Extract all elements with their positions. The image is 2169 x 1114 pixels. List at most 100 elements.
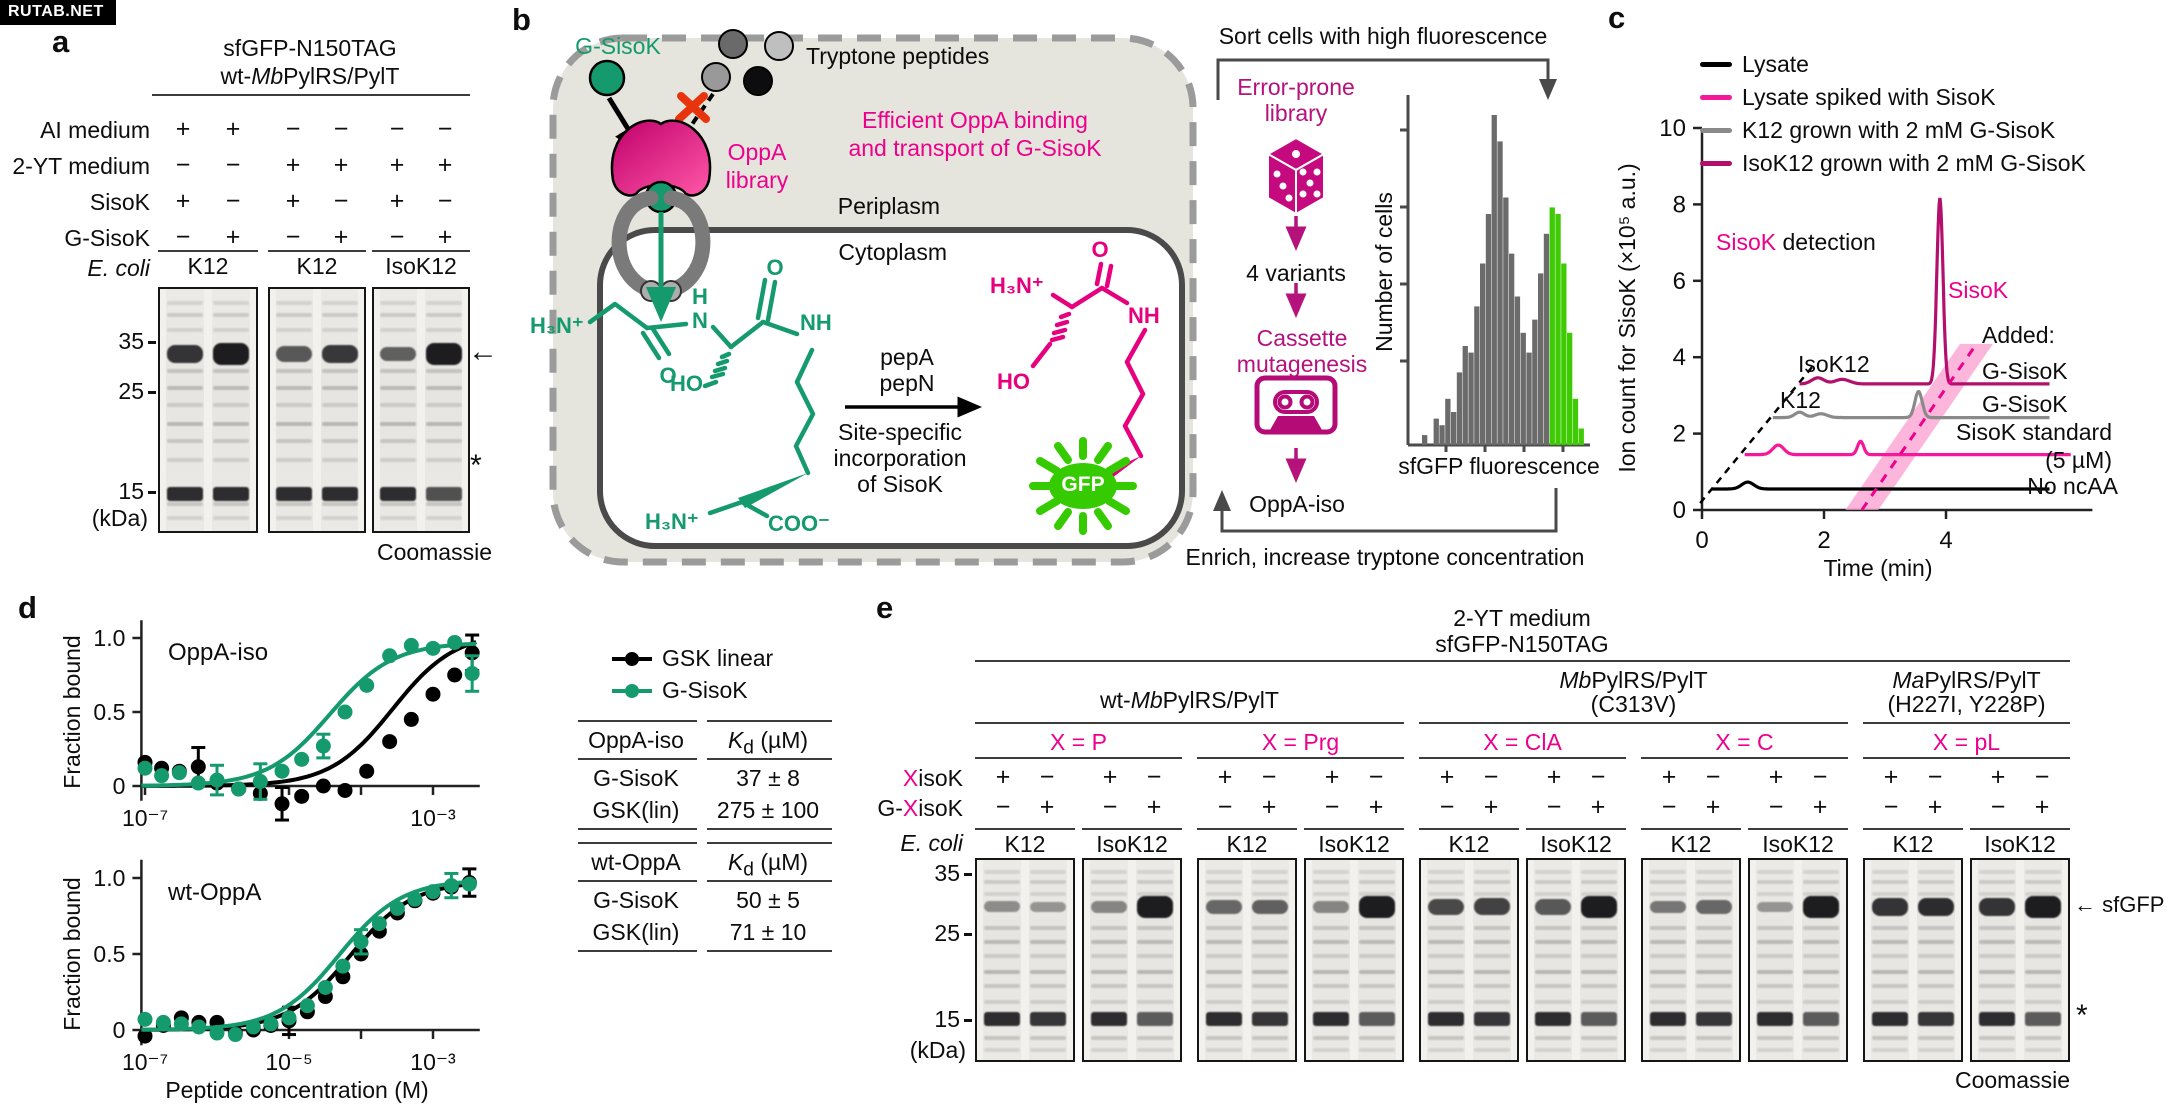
chem-m-h3n: H₃N⁺ [990,273,1044,298]
group-header: MbPylRS/PylT [1559,668,1707,692]
gel-band [1029,1000,1067,1004]
gel-band [1029,984,1067,988]
gel-lane [379,289,418,531]
sisok-peak-label: SisoK [1948,277,2009,303]
error-prone-2: library [1264,100,1328,126]
gel-band [1534,1000,1572,1004]
gel-band [1756,870,1794,874]
chem-h3n-2: H₃N⁺ [645,509,699,534]
gel-band [276,301,313,306]
plus-minus-cell: + [1590,793,1606,821]
sfgfp-band [425,342,462,365]
gel-band [1534,880,1572,884]
band-15kda [1358,1012,1396,1027]
gel-lane [1648,860,1688,1060]
enrich-loop-arrow [1213,488,1558,533]
plus-minus-cell: + [437,223,453,251]
gel-band [983,880,1021,884]
kda-tick [964,873,972,876]
sfgfp-band [166,344,204,364]
gel-band [2024,1048,2062,1052]
data-point [335,958,351,974]
oppa-library-line-1: OppA [727,139,787,165]
subheader-rule [1863,757,2070,759]
gel-band [1534,970,1572,974]
plus-minus-cell: + [225,223,241,251]
band-15kda [1917,1012,1955,1027]
gel-band [1534,1036,1572,1040]
table1-row1-value: 37 ± 8 [736,765,800,791]
gel-lane [1426,860,1466,1060]
plus-minus-cell: − [1324,793,1340,821]
gel-band [1695,940,1733,944]
gel-band [1871,926,1909,930]
gxisok-rest: isoK [918,795,963,821]
legend-swatch [1700,161,1732,166]
trace-lysate-spiked-with-sisok [1744,439,2071,457]
strain-overline [372,250,470,252]
gel-band [1649,1000,1687,1004]
gel-band [1978,892,2016,896]
gel-band [2024,926,2062,930]
gel-band [1473,954,1511,958]
plus-minus-cell: + [1927,793,1943,821]
plus-minus-cell: + [1483,793,1499,821]
gel-band [425,368,462,373]
gel-band [1649,926,1687,930]
gel-band [1978,870,2016,874]
g-sisok-structure [587,277,816,519]
gel-band [276,385,313,390]
plus-minus-cell: − [1768,793,1784,821]
gel-band [321,501,358,506]
gel-band [212,516,250,521]
gel-band [380,422,417,427]
gel-band [1090,870,1128,874]
plus-minus-cell: − [437,115,453,143]
gel-band [380,313,417,318]
gel-band [425,501,462,506]
gel-band [1136,870,1174,874]
header-rule [152,94,470,96]
gel-band [1580,954,1618,958]
plus-minus-cell: + [1705,793,1721,821]
gel-band [1871,1048,1909,1052]
plus-minus-cell: − [1927,763,1943,791]
plus-minus-cell: − [333,115,349,143]
plus-minus-cell: + [285,187,301,215]
plus-minus-cell: − [1146,763,1162,791]
gel-block [1082,858,1182,1062]
hist-bin [1520,332,1526,445]
strain-overline [1304,828,1404,830]
strain-overline [1082,828,1182,830]
gel-band [1090,926,1128,930]
gel-band [1205,1048,1243,1052]
plus-minus-cell: − [175,151,191,179]
ecoli-label-e: E. coli [900,830,963,856]
plus-minus-cell: + [389,151,405,179]
chem-h3n-1: H₃N⁺ [530,313,584,338]
gel-band [1802,870,1840,874]
kd-d: d [743,737,754,759]
added-5um: (5 µM) [2045,447,2112,473]
histogram-bars [1422,115,1584,445]
table2-rule [578,842,697,844]
band-15kda [1978,1012,2016,1027]
y-tick-label: 10 [1659,115,1686,142]
sfgfp-band [1358,895,1396,918]
strain-label: IsoK12 [1540,831,1612,857]
plus-minus-cell: − [285,223,301,251]
strain-label: K12 [1004,831,1046,857]
gel-band [1312,1048,1350,1052]
plus-minus-cell: + [1883,763,1899,791]
gel-band [1695,1048,1733,1052]
gel-band [1649,954,1687,958]
hist-bin [1567,332,1573,445]
group-name-part: PylRS/PylT [1924,667,2041,693]
gel-band [1029,880,1067,884]
gel-band [321,458,358,463]
gel-band [321,439,358,444]
x-substrate-label: X = ClA [1483,729,1562,755]
condition-row-label: G-SisoK [64,225,150,251]
sfgfp-band [321,345,358,363]
gel-band [1090,892,1128,896]
